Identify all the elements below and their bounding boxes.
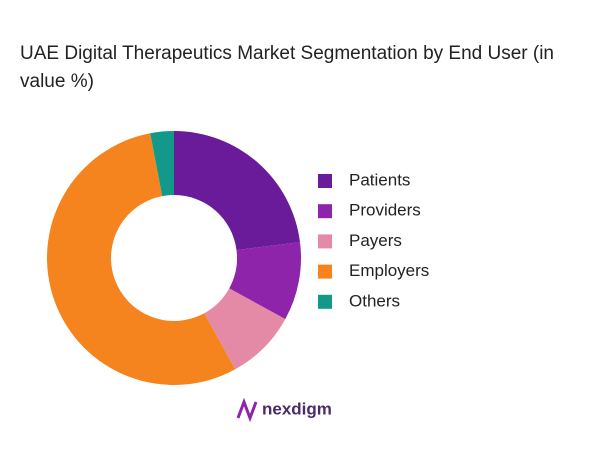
donut-slice: [47, 133, 236, 385]
legend-label: Patients: [349, 170, 410, 189]
legend-swatch: [318, 174, 332, 188]
donut-slice: [150, 131, 174, 197]
legend-swatch: [318, 204, 332, 219]
chart-title: UAE Digital Therapeutics Market Segmenta…: [20, 43, 555, 92]
logo-icon: [236, 397, 258, 423]
legend-label: Payers: [349, 231, 402, 250]
legend-swatch: [318, 264, 332, 279]
legend-swatch: [318, 234, 332, 249]
legend-label: Employers: [349, 261, 429, 280]
legend-label: Providers: [349, 201, 421, 220]
donut-slice: [229, 242, 301, 320]
legend-swatch: [318, 294, 332, 309]
legend-label: Others: [349, 291, 400, 310]
donut-slice: [174, 131, 300, 251]
logo-text: nexdigm: [262, 399, 332, 418]
donut-slice: [204, 288, 286, 370]
